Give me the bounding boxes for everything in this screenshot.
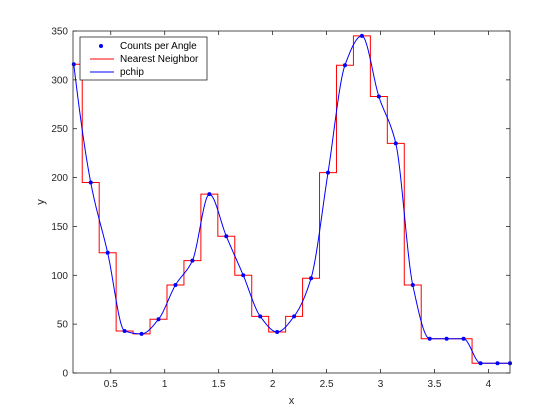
data-point-counts-per-angle [122,328,127,333]
data-point-counts-per-angle [190,258,195,263]
data-point-counts-per-angle [495,361,500,366]
legend-marker-counts-per-angle [99,44,103,48]
data-point-counts-per-angle [359,33,364,38]
x-tick-label: 0.5 [104,379,118,390]
x-axis-label: x [289,395,295,407]
data-point-counts-per-angle [139,331,144,336]
data-point-counts-per-angle [461,336,466,341]
data-point-counts-per-angle [326,170,331,175]
y-tick-label: 350 [51,27,68,38]
data-point-counts-per-angle [156,317,161,322]
y-axis-label: y [35,199,47,205]
x-tick-label: 1 [162,379,168,390]
data-point-counts-per-angle [376,94,381,99]
data-point-counts-per-angle [292,314,297,319]
y-tick-label: 200 [51,173,68,184]
data-point-counts-per-angle [444,336,449,341]
data-point-counts-per-angle [309,276,314,281]
x-tick-label: 2.5 [320,379,334,390]
x-tick-label: 4 [486,379,492,390]
y-tick-label: 100 [51,271,68,282]
y-tick-label: 250 [51,124,68,135]
y-tick-label: 50 [57,320,69,331]
data-point-counts-per-angle [207,192,212,197]
data-point-counts-per-angle [478,361,483,366]
x-tick-label: 2 [270,379,276,390]
axes-box [72,30,511,374]
plot-area [73,31,510,373]
x-tick-label: 3 [378,379,384,390]
legend-label-counts-per-angle: Counts per Angle [120,41,197,52]
data-point-counts-per-angle [275,329,280,334]
legend-label-nearest-neighbor: Nearest Neighbor [120,54,199,65]
series-layer [71,33,512,366]
x-tick-label: 1.5 [212,379,226,390]
legend: Counts per Angle Nearest Neighbor pchip [79,36,208,81]
data-point-counts-per-angle [71,62,76,67]
y-tick-label: 300 [51,75,68,86]
data-point-counts-per-angle [427,336,432,341]
data-point-counts-per-angle [410,283,415,288]
x-ticks: 0.5 1 1.5 2 2.5 3 3.5 4 [104,31,492,390]
legend-label-pchip: pchip [120,67,144,78]
data-point-counts-per-angle [224,234,229,239]
x-tick-label: 3.5 [428,379,442,390]
data-point-counts-per-angle [393,141,398,146]
data-point-counts-per-angle [241,273,246,278]
data-point-counts-per-angle [258,314,263,319]
data-point-counts-per-angle [342,63,347,68]
y-tick-label: 150 [51,222,68,233]
y-tick-label: 0 [62,369,68,380]
data-point-counts-per-angle [173,283,178,288]
y-ticks: 0 50 100 150 200 250 300 350 [51,27,510,380]
data-point-counts-per-angle [88,180,93,185]
data-point-counts-per-angle [105,250,110,255]
